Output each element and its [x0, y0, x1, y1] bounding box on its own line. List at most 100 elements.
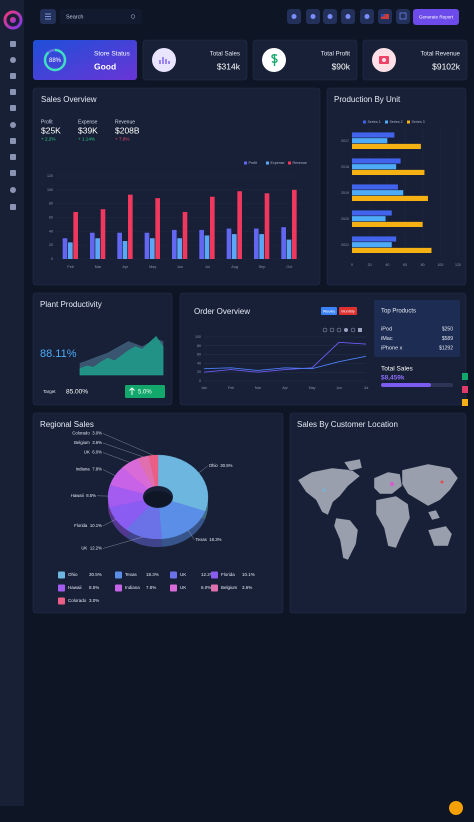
bar [182, 211, 188, 259]
bar [264, 193, 270, 259]
nav-icon[interactable] [10, 204, 16, 210]
stat-label: Revenue [115, 119, 135, 125]
tool-icon[interactable] [336, 327, 342, 333]
sidebar [0, 0, 24, 806]
slice-name: Hawaii [71, 493, 84, 498]
chart-title: Production By Unit [334, 95, 401, 104]
map-highlight [390, 482, 394, 486]
legend-swatch [170, 584, 177, 592]
nav-icon[interactable] [10, 154, 16, 160]
nav-icon[interactable] [10, 138, 16, 144]
nav-icon[interactable] [10, 187, 16, 193]
kpi-value: $9102k [432, 61, 461, 71]
logo[interactable] [3, 10, 23, 30]
target-value: 85.00% [66, 389, 88, 396]
legend-value: 10.1% [242, 572, 255, 577]
toolbar-button[interactable] [396, 9, 410, 24]
tab[interactable] [321, 307, 337, 315]
nav-icon[interactable] [10, 122, 16, 128]
bar [352, 164, 397, 170]
y-tick-label: 2020 [341, 217, 349, 221]
y-tick-label: 100 [47, 188, 53, 192]
tab[interactable] [339, 307, 357, 315]
bar [95, 238, 100, 259]
legend-label: Florida [221, 572, 235, 577]
legend-swatch [407, 120, 410, 124]
stat-value: $25K [41, 125, 61, 135]
nav-icon[interactable] [10, 89, 16, 95]
change-value: 5.0% [138, 389, 152, 395]
kpi-label: Total Profit [321, 51, 351, 58]
leader-line [102, 536, 143, 549]
y-tick-label: 40 [49, 229, 53, 233]
toolbar-glyph [345, 14, 351, 19]
toolbar-icons [287, 9, 410, 24]
legend-value: 12.2% [201, 572, 214, 577]
legend-label: Series 3 [412, 120, 425, 124]
bar [352, 143, 421, 150]
slice-value: 10.1% [90, 523, 102, 528]
kpi-label: Store Status [94, 51, 131, 58]
nav-icon[interactable] [10, 170, 16, 176]
bar [259, 234, 264, 259]
side-tab[interactable] [462, 399, 468, 406]
pie-hole-inner [144, 491, 172, 507]
stat-change: + 7.8% [115, 137, 129, 142]
kpi-icon [152, 48, 176, 72]
tool-icon[interactable] [358, 328, 362, 332]
tool-icon[interactable] [322, 327, 328, 333]
search-placeholder: Search [66, 14, 83, 20]
flag [381, 14, 389, 19]
slice-value: 8.5% [86, 493, 96, 498]
legend-swatch [170, 571, 177, 579]
ring-arc [43, 48, 67, 72]
line [203, 341, 367, 373]
bar [67, 242, 73, 259]
y-tick-label: 80 [49, 202, 53, 206]
bar [352, 190, 404, 196]
change-badge [125, 385, 165, 398]
legend-value: 3.0% [89, 598, 99, 603]
chart-title: Order Overview [194, 307, 250, 316]
tool-icon[interactable] [329, 327, 335, 333]
help-button[interactable] [449, 801, 463, 815]
x-tick-label: 60 [403, 263, 407, 267]
bar [352, 184, 398, 190]
bar [149, 238, 155, 259]
kpi-value: $314k [217, 61, 241, 71]
nav-icon[interactable] [10, 73, 16, 79]
legend-label: Series 1 [368, 120, 381, 124]
x-tick-label: Jul [205, 265, 210, 269]
y-tick-label: 20 [49, 243, 53, 247]
slice-value: 3.6% [92, 440, 102, 445]
product-price: $589 [442, 336, 453, 342]
tool-icon[interactable] [344, 328, 348, 332]
side-tab[interactable] [462, 373, 468, 380]
nav-icon[interactable] [10, 41, 16, 47]
stat-change: + 1.14% [78, 137, 95, 142]
nav-icon[interactable] [10, 105, 16, 111]
tool-icon[interactable] [350, 327, 356, 333]
slice-name: Ohio [209, 463, 219, 468]
chart-title: Sales Overview [41, 95, 97, 104]
legend-value: 7.8% [146, 585, 156, 590]
search-box[interactable] [60, 9, 142, 24]
x-tick-label: 0 [351, 263, 353, 267]
side-tab[interactable] [462, 386, 468, 393]
legend-swatch [211, 584, 218, 592]
bar [352, 132, 395, 138]
y-tick-label: 2021 [341, 243, 349, 247]
nav-icon[interactable] [10, 57, 16, 63]
slice-name: Texas [196, 537, 207, 542]
bar [226, 228, 232, 259]
x-tick-label: Sep [259, 265, 266, 269]
bar [210, 196, 215, 259]
bar [177, 238, 182, 259]
bar [352, 195, 428, 202]
map-highlight [440, 480, 444, 484]
x-tick-label: 100 [437, 263, 443, 267]
slice-name: Colorado [72, 431, 90, 436]
x-tick-label: Oct [286, 265, 293, 269]
generate-report-button[interactable] [413, 9, 459, 25]
leader-line [102, 433, 154, 456]
